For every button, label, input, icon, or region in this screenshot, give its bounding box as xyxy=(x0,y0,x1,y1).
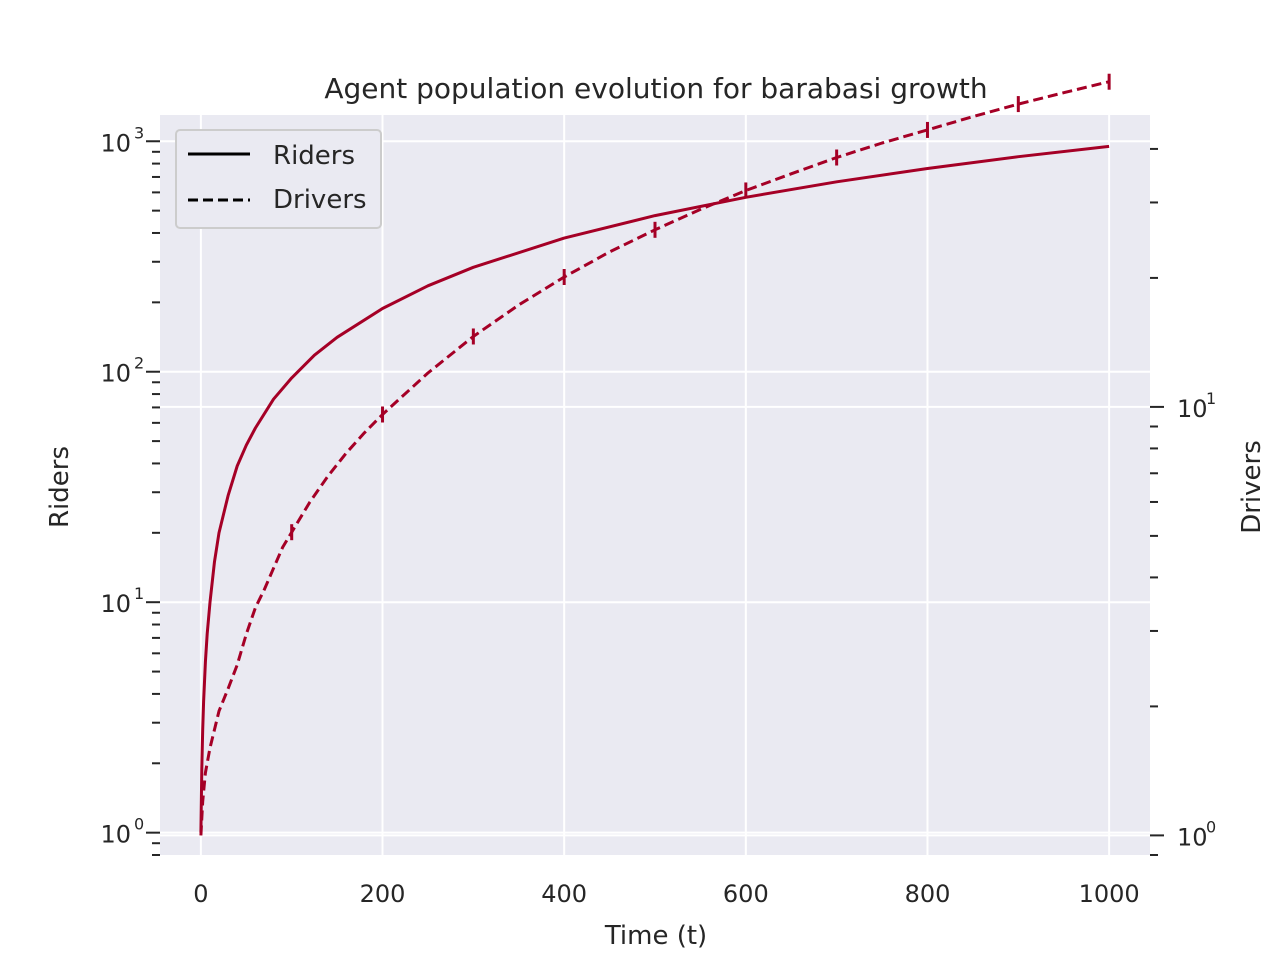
y-left-tick-label: 10 xyxy=(100,360,131,388)
y-left-tick-exponent: 3 xyxy=(134,123,144,142)
y-left-tick-label: 10 xyxy=(100,129,131,157)
plot-background xyxy=(160,115,1150,855)
y-right-tick-exponent: 0 xyxy=(1206,817,1216,836)
series-line-riders xyxy=(199,144,1110,833)
x-tick-label: 600 xyxy=(723,880,769,908)
y-left-tick-label: 10 xyxy=(100,590,131,618)
y-left-tick-exponent: 2 xyxy=(134,354,144,373)
chart-title: Agent population evolution for barabasi … xyxy=(324,72,987,105)
x-tick-label: 200 xyxy=(360,880,406,908)
series-layer xyxy=(199,73,1111,836)
x-tick-label: 400 xyxy=(541,880,587,908)
x-axis-label: Time (t) xyxy=(604,921,707,951)
y-axis-left-label: Riders xyxy=(45,446,75,528)
y-right-tick-exponent: 1 xyxy=(1206,389,1216,408)
x-tick-label: 0 xyxy=(193,880,208,908)
legend-riders-label: Riders xyxy=(273,141,355,171)
x-tick-label: 1000 xyxy=(1079,880,1140,908)
y-left-tick-exponent: 0 xyxy=(134,815,144,834)
series-line-drivers xyxy=(199,80,1110,836)
y-right-tick-label: 10 xyxy=(1177,395,1208,423)
y-left-tick-label: 10 xyxy=(100,821,131,849)
x-tick-label: 800 xyxy=(905,880,951,908)
y-right-tick-label: 10 xyxy=(1177,823,1208,851)
y-left-tick-exponent: 1 xyxy=(134,584,144,603)
y-axis-right-label: Drivers xyxy=(1237,440,1267,534)
legend: Riders Drivers xyxy=(175,129,382,229)
legend-drivers-label: Drivers xyxy=(273,185,367,215)
